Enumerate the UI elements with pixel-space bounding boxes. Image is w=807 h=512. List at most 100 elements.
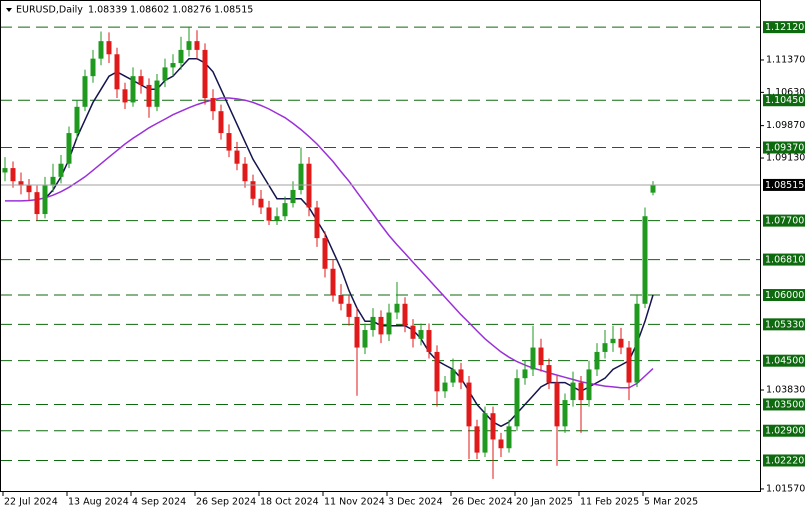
candle-body [322,238,328,269]
candle-body [394,303,400,313]
candle-body [66,133,72,164]
close-value: 1.08515 [214,5,253,16]
candle-body [178,49,184,64]
level-label-box [763,318,805,331]
candle-body [538,347,544,366]
level-label: 1.02900 [765,426,804,437]
candle-body [522,369,528,379]
x-tick-label: 4 Sep 2024 [132,497,186,508]
candle-body [314,207,320,239]
level-label-box [763,424,805,437]
current-price-label: 1.08515 [765,180,804,191]
candle-body [10,168,16,182]
candle-body [34,192,40,215]
candle-body [218,111,224,134]
candle-body [442,382,448,392]
x-tick-label: 22 Jul 2024 [4,497,58,508]
candle-body [2,168,8,173]
candle-body [570,382,576,401]
y-tick-label: 1.11370 [766,54,805,65]
candle-body [98,41,104,59]
candle-body [370,316,376,331]
level-label: 1.09370 [765,143,804,154]
candle-body [546,365,552,383]
candle-body [210,98,216,112]
candle-body [490,413,496,440]
x-tick-label: 13 Aug 2024 [68,497,129,508]
candle-body [642,216,648,304]
candle-body [234,150,240,164]
level-label-box [763,253,805,266]
x-tick-label: 20 Jan 2025 [516,497,573,508]
candle-body [466,382,472,427]
candle-body [194,41,200,50]
level-label-box [763,289,805,302]
level-label-box [763,94,805,107]
level-label-box [763,454,805,467]
candle-body [338,295,344,304]
candle-body [138,76,144,85]
candle-body [330,268,336,296]
candle-body [562,400,568,427]
level-label-box [763,21,805,34]
candle-body [514,378,520,427]
y-tick-label: 1.03830 [766,385,805,396]
candle-body [450,369,456,383]
candle-body [282,203,288,217]
level-label: 1.12120 [765,22,804,33]
candle-body [434,351,440,392]
candle-body [226,133,232,151]
level-label: 1.06810 [765,255,804,266]
candle-body [122,89,128,103]
candle-body [634,303,640,383]
candle-body [306,163,312,208]
candle-body [554,382,560,427]
level-label-box [763,398,805,411]
candle-body [202,49,208,99]
candle-body [354,316,360,348]
candle-body [82,76,88,107]
candle-body [74,106,80,134]
candle-body [586,369,592,401]
current-price-box [763,178,805,191]
high-value: 1.08602 [130,5,169,16]
level-label: 1.10450 [765,95,804,106]
candle-body [474,426,480,453]
candle-body [18,181,24,186]
candle-body [130,76,136,103]
candle-body [258,198,264,208]
candle-body [602,343,608,352]
x-tick-label: 26 Dec 2024 [452,497,513,508]
candle-body [386,312,392,335]
candle-body [362,330,368,348]
candle-body [162,67,168,81]
level-label-box [763,141,805,154]
candle-body [378,316,384,335]
level-label: 1.06000 [765,290,804,301]
candle-body [578,382,584,401]
x-tick-label: 5 Mar 2025 [644,497,698,508]
candle-body [410,325,416,339]
candle-body [186,41,192,50]
candle-body [42,185,48,215]
x-tick-label: 18 Oct 2024 [260,497,319,508]
level-label: 1.02220 [765,455,804,466]
candle-body [618,338,624,348]
candle-body [154,80,160,107]
candle-body [498,439,504,449]
candle-body [146,84,152,107]
candle-body [266,207,272,221]
candle-body [650,184,656,193]
low-value: 1.08276 [172,5,211,16]
candle-body [250,181,256,199]
level-label: 1.03500 [765,399,804,410]
y-tick-label: 1.10630 [766,87,805,98]
x-tick-label: 3 Dec 2024 [388,497,443,508]
x-tick-label: 11 Feb 2025 [580,497,639,508]
x-tick-label: 26 Sep 2024 [196,497,256,508]
candle-body [610,338,616,344]
level-label: 1.04500 [765,356,804,367]
candle-body [594,351,600,370]
